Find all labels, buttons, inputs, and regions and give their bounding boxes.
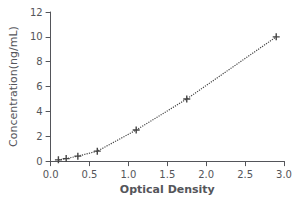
svg-text:8: 8	[36, 56, 42, 67]
svg-text:Optical Density: Optical Density	[120, 183, 215, 196]
svg-text:4: 4	[36, 106, 42, 117]
svg-text:2.0: 2.0	[198, 169, 214, 180]
svg-text:Concentration(ng/mL): Concentration(ng/mL)	[7, 26, 20, 147]
svg-text:0.0: 0.0	[43, 169, 59, 180]
svg-text:0.5: 0.5	[82, 169, 98, 180]
svg-text:2.5: 2.5	[237, 169, 253, 180]
svg-text:1.5: 1.5	[159, 169, 175, 180]
svg-text:12: 12	[30, 7, 43, 18]
svg-text:10: 10	[30, 31, 43, 42]
svg-text:2: 2	[36, 131, 42, 142]
svg-text:0: 0	[36, 156, 42, 167]
svg-text:6: 6	[36, 81, 42, 92]
svg-text:1.0: 1.0	[120, 169, 136, 180]
svg-text:3.0: 3.0	[276, 169, 292, 180]
